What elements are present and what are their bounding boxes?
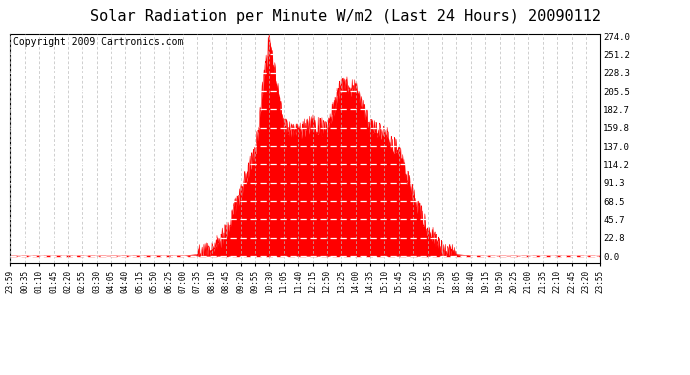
Text: Solar Radiation per Minute W/m2 (Last 24 Hours) 20090112: Solar Radiation per Minute W/m2 (Last 24… [90, 9, 600, 24]
Text: Copyright 2009 Cartronics.com: Copyright 2009 Cartronics.com [13, 37, 184, 47]
